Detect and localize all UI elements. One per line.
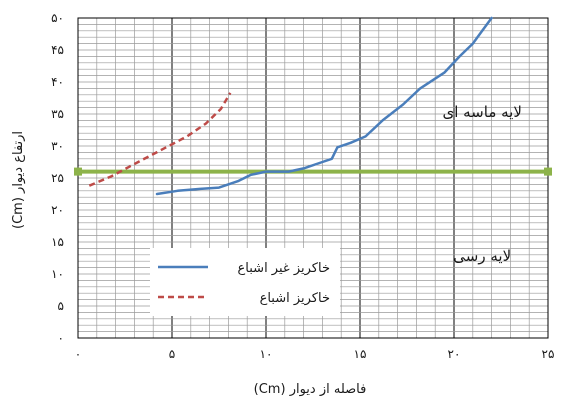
x-tick-label: ۵ — [169, 347, 175, 361]
y-tick-label: ۴۵ — [51, 43, 64, 57]
region-labels: لایه ماسه ای لایه رسی — [442, 103, 521, 265]
y-tick-label: ۳۰ — [51, 139, 64, 153]
y-tick-label: ۱۰ — [51, 267, 64, 281]
region-label: لایه ماسه ای — [442, 103, 521, 121]
x-tick-label: ۱۰ — [260, 347, 273, 361]
x-tick-label: ۲۵ — [542, 347, 555, 361]
y-tick-label: ۴۰ — [51, 75, 64, 89]
tick-labels: ۰ ۵ ۱۰ ۱۵ ۲۰ ۲۵ ۰ ۵ ۱۰ ۱۵ ۲۰ ۲۵ ۳۰ ۳۵ ۴۰ ۴۵ ۵۰ — [51, 11, 554, 361]
y-axis-label: ارتفاع دیوار (Cm) — [11, 131, 26, 229]
y-tick-label: ۲۰ — [51, 203, 64, 217]
reference-line-marker-left — [74, 167, 82, 176]
legend-box — [150, 248, 340, 316]
legend-label-1: خاکریز غیر اشباع — [238, 261, 330, 276]
grid — [77, 17, 549, 339]
y-tick-label: ۵۰ — [51, 11, 64, 25]
reference-line-marker-right — [544, 167, 552, 176]
y-tick-label: ۱۵ — [51, 235, 64, 249]
y-tick-label: ۳۵ — [51, 107, 64, 121]
series-line-2 — [88, 92, 232, 187]
plot-area-border — [77, 17, 549, 339]
region-label: لایه رسی — [453, 247, 511, 265]
legend: خاکریز غیر اشباع خاکریز اشباع — [150, 248, 340, 316]
series-line-1 — [155, 16, 493, 196]
reference-line-group — [74, 167, 552, 176]
y-tick-label: ۲۵ — [51, 171, 64, 185]
x-tick-label: ۰ — [75, 347, 81, 361]
series-group — [88, 16, 493, 196]
x-tick-label: ۱۵ — [354, 347, 367, 361]
x-tick-label: ۲۰ — [448, 347, 461, 361]
x-axis-label: فاصله از دیوار (Cm) — [254, 382, 367, 397]
legend-label-2: خاکریز اشباع — [260, 291, 330, 306]
y-tick-label: ۰ — [58, 331, 64, 345]
y-tick-label: ۵ — [58, 299, 64, 313]
